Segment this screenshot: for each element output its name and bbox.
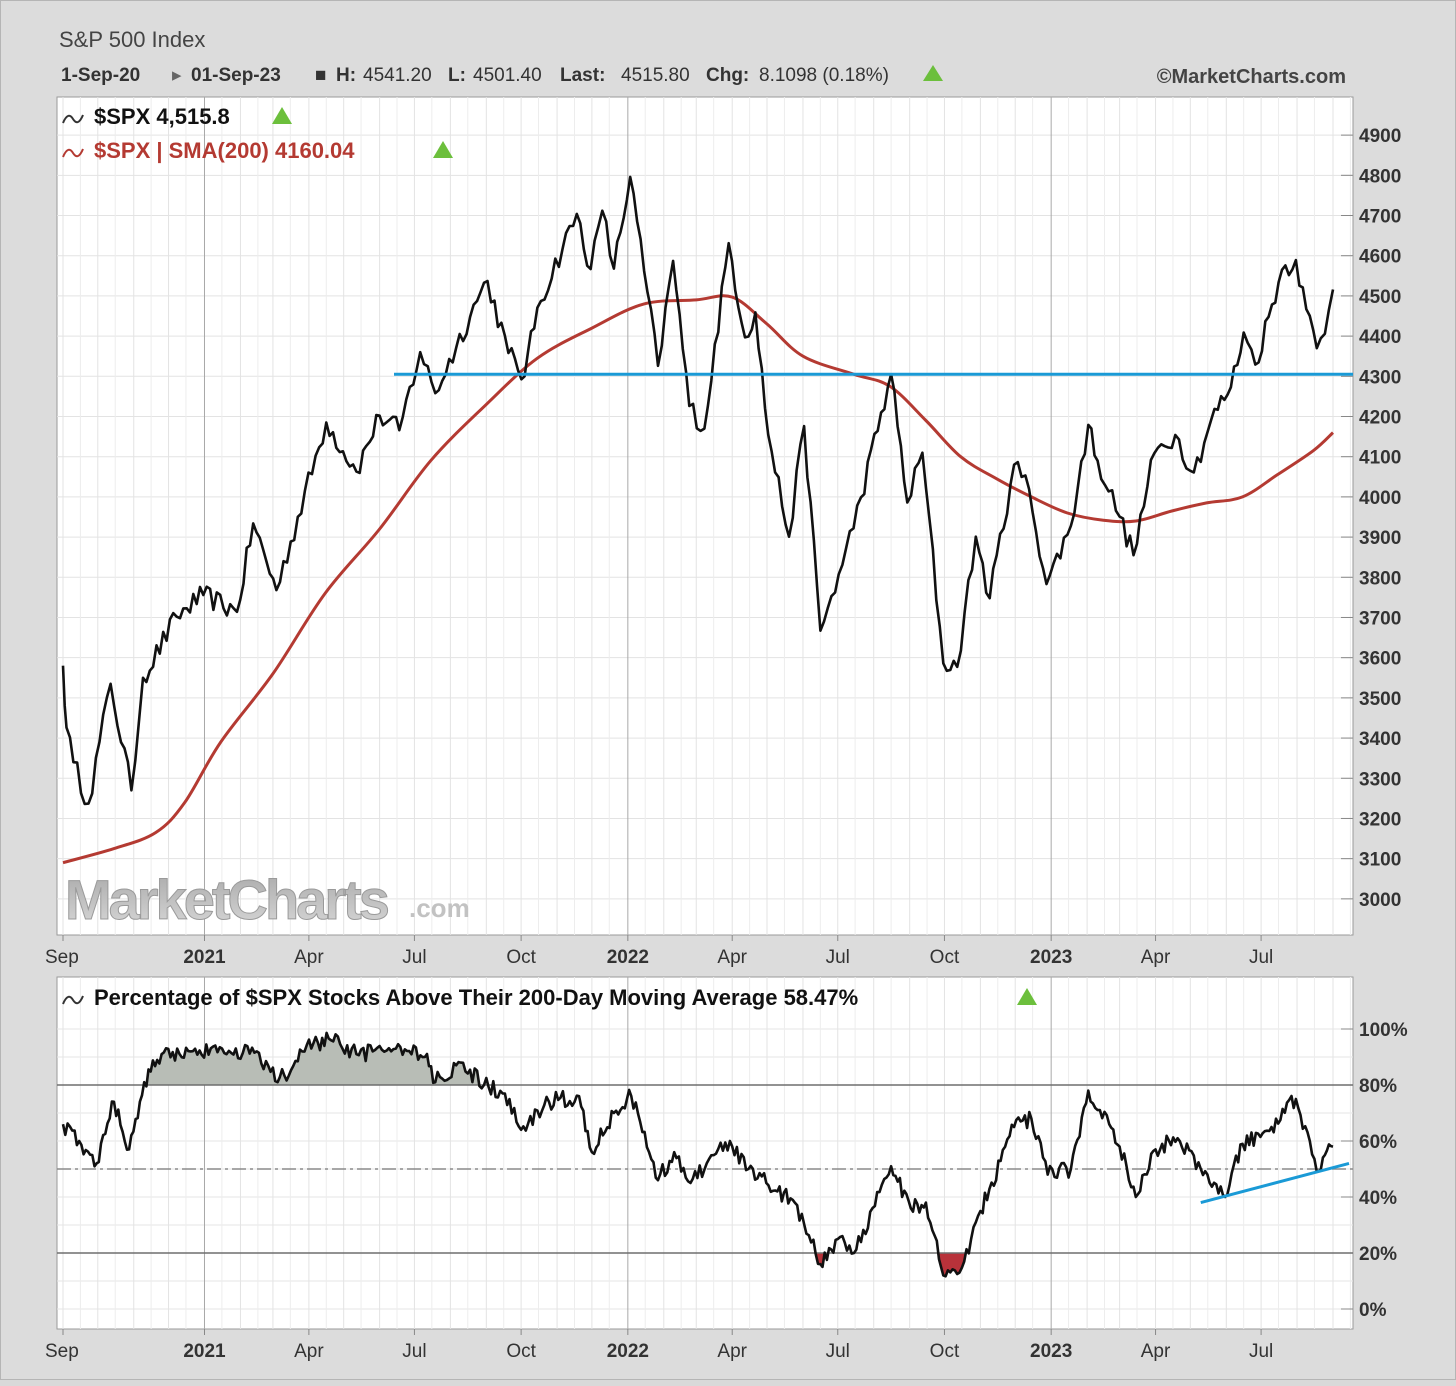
price-y-tick-label: 3200 <box>1359 809 1401 830</box>
price-y-tick-label: 4400 <box>1359 327 1401 348</box>
price-x-tick-label: Jul <box>826 947 850 968</box>
last-value: 4515.80 <box>621 65 690 86</box>
price-x-tick-label: Oct <box>930 947 960 968</box>
copyright-text: ©MarketCharts.com <box>1157 66 1346 88</box>
breadth-x-axis: Sep 2021 Apr Jul Oct 2022 Apr Jul Oct 2023 Apr Jul <box>45 1329 1273 1362</box>
breadth-x-tick-label: Oct <box>506 1341 536 1362</box>
range-start: 1-Sep-20 <box>61 65 140 86</box>
watermark-main: MarketCharts <box>65 868 388 931</box>
low-value: 4501.40 <box>473 65 542 86</box>
breadth-y-tick-label: 100% <box>1359 1020 1408 1041</box>
breadth-trendline <box>1200 1161 1350 1205</box>
price-y-tick-label: 3400 <box>1359 729 1401 750</box>
legend-sma-label: $SPX | SMA(200) 4160.04 <box>94 138 355 163</box>
breadth-x-tick-label: Jul <box>1249 1341 1273 1362</box>
chg-value: 8.1098 (0.18%) <box>759 65 889 86</box>
legend-breadth-line-icon <box>62 995 84 1005</box>
legend-sma-line-icon <box>62 148 84 158</box>
price-y-tick-label: 3000 <box>1359 890 1401 911</box>
price-y-tick-label: 3700 <box>1359 608 1401 629</box>
range-separator-icon: ▸ <box>172 65 182 86</box>
price-y-tick-label: 4800 <box>1359 166 1401 187</box>
high-label: H: <box>336 65 356 86</box>
price-x-tick-label: 2022 <box>607 947 649 968</box>
breadth-x-tick-label: 2023 <box>1030 1341 1072 1362</box>
price-y-tick-label: 4200 <box>1359 407 1401 428</box>
price-y-tick-label: 4900 <box>1359 126 1401 147</box>
legend-sma-up-icon <box>433 141 453 158</box>
last-label: Last: <box>560 65 605 86</box>
breadth-x-tick-label: Apr <box>717 1341 747 1362</box>
breadth-y-tick-label: 60% <box>1359 1132 1397 1153</box>
breadth-reference-lines <box>57 1084 1353 1254</box>
breadth-y-tick-label: 20% <box>1359 1244 1397 1265</box>
legend-spx-label: $SPX 4,515.8 <box>94 104 230 129</box>
price-x-axis: Sep 2021 Apr Jul Oct 2022 Apr Jul Oct 2023 Apr Jul <box>45 935 1273 968</box>
breadth-x-tick-label: 2021 <box>183 1341 226 1362</box>
price-y-tick-label: 4700 <box>1359 207 1401 228</box>
legend-spx-up-icon <box>272 107 292 124</box>
range-bullet-icon: ■ <box>315 65 326 86</box>
price-x-tick-label: 2023 <box>1030 947 1072 968</box>
price-legend: $SPX 4,515.8 $SPX | SMA(200) 4160.04 <box>62 104 453 163</box>
chg-label: Chg: <box>706 65 749 86</box>
price-x-tick-label: Apr <box>717 947 747 968</box>
change-up-arrow-icon <box>923 65 943 81</box>
breadth-x-tick-label: 2022 <box>607 1341 649 1362</box>
low-label: L: <box>448 65 466 86</box>
price-y-tick-label: 3500 <box>1359 689 1401 710</box>
price-y-tick-label: 4100 <box>1359 448 1401 469</box>
breadth-x-tick-label: Sep <box>45 1341 79 1362</box>
breadth-y-tick-label: 0% <box>1359 1300 1387 1321</box>
legend-breadth-label: Percentage of $SPX Stocks Above Their 20… <box>94 985 858 1010</box>
price-y-tick-label: 4600 <box>1359 247 1401 268</box>
price-y-tick-label: 3100 <box>1359 850 1401 871</box>
sma200-line <box>62 294 1335 865</box>
breadth-x-tick-label: Jul <box>402 1341 426 1362</box>
breadth-y-axis: 100% 80% 60% 40% 20% 0% <box>1341 1020 1408 1321</box>
range-end: 01-Sep-23 <box>191 65 281 86</box>
legend-breadth-up-icon <box>1017 988 1037 1005</box>
breadth-x-tick-label: Apr <box>1141 1341 1171 1362</box>
legend-spx-line-icon <box>62 114 84 124</box>
price-y-tick-label: 4300 <box>1359 367 1401 388</box>
overbought-fill <box>63 1032 1333 1085</box>
price-y-axis: 4900 4800 4700 4600 4500 4400 4300 4200 4100 4000… <box>1341 126 1401 911</box>
price-y-tick-label: 4500 <box>1359 287 1401 308</box>
breadth-y-tick-label: 40% <box>1359 1188 1397 1209</box>
price-x-tick-label: Oct <box>506 947 536 968</box>
watermark-suffix: .com <box>409 893 470 923</box>
breadth-y-tick-label: 80% <box>1359 1076 1397 1097</box>
price-x-tick-label: 2021 <box>183 947 226 968</box>
price-x-tick-label: Apr <box>1141 947 1171 968</box>
breadth-line <box>61 1031 1334 1278</box>
breadth-legend: Percentage of $SPX Stocks Above Their 20… <box>62 985 1037 1010</box>
breadth-x-tick-label: Jul <box>826 1341 850 1362</box>
watermark-logo: MarketCharts .com <box>65 868 470 932</box>
chart-title: S&P 500 Index <box>59 27 205 52</box>
breadth-x-tick-label: Oct <box>930 1341 960 1362</box>
price-x-tick-label: Apr <box>294 947 324 968</box>
spx-price-line <box>61 175 1335 806</box>
price-y-tick-label: 4000 <box>1359 488 1401 509</box>
price-x-tick-label: Jul <box>1249 947 1273 968</box>
breadth-x-tick-label: Apr <box>294 1341 324 1362</box>
high-value: 4541.20 <box>363 65 432 86</box>
price-y-tick-label: 3300 <box>1359 769 1401 790</box>
price-y-tick-label: 3800 <box>1359 568 1401 589</box>
price-x-tick-label: Sep <box>45 947 79 968</box>
price-x-tick-label: Jul <box>402 947 426 968</box>
price-y-tick-label: 3600 <box>1359 649 1401 670</box>
price-y-tick-label: 3900 <box>1359 528 1401 549</box>
price-grid <box>57 97 1353 935</box>
